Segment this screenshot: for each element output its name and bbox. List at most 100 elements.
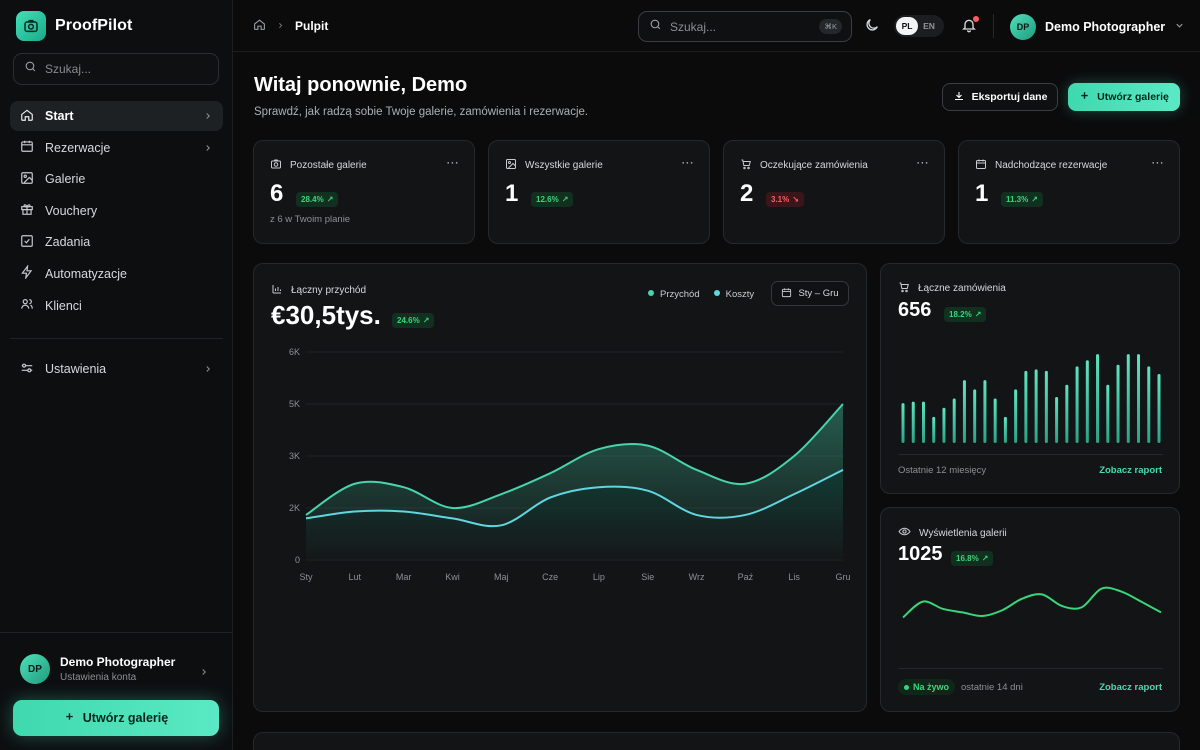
chart-header: Łączny przychód <box>271 283 366 298</box>
bolt-icon <box>20 264 34 282</box>
orders-bar <box>973 389 977 443</box>
views-divider <box>898 668 1163 669</box>
sidebar-item-vouchery[interactable]: Vouchery <box>10 196 223 226</box>
cart-icon <box>740 158 752 173</box>
more-icon[interactable]: ⋯ <box>681 155 695 170</box>
moon-icon[interactable] <box>864 17 880 38</box>
orders-bar <box>1075 366 1079 443</box>
chevron-down-icon <box>1174 18 1185 36</box>
revenue-total: €30,5tys. <box>271 300 381 330</box>
sidebar-item-start[interactable]: Start <box>10 101 223 131</box>
orders-bar <box>1055 397 1059 443</box>
gift-icon <box>20 202 34 219</box>
change-value: 18.2% <box>949 310 972 319</box>
sidebar-item-klienci[interactable]: Klienci <box>10 291 223 321</box>
orders-report-link[interactable]: Zobacz raport <box>1099 465 1162 476</box>
topbar-search[interactable]: ⌘K <box>638 11 852 42</box>
topbar-search-input[interactable] <box>670 19 810 34</box>
chevron-right-icon <box>199 664 209 682</box>
views-period: ostatnie 14 dni <box>961 681 1023 693</box>
more-icon[interactable]: ⋯ <box>446 155 460 170</box>
sidebar-nav: Start Rezerwacje Galerie Vouchery Zadani… <box>10 101 223 322</box>
orders-bar <box>983 380 987 443</box>
trend-down-icon: ↘ <box>792 195 799 204</box>
orders-bar-chart <box>901 354 1161 443</box>
views-report-link[interactable]: Zobacz raport <box>1099 682 1162 693</box>
sidebar-search[interactable] <box>13 53 219 85</box>
change-value: 3.1% <box>771 195 790 204</box>
brand[interactable]: ProofPilot <box>16 11 132 41</box>
export-data-button[interactable]: Eksportuj dane <box>942 83 1058 111</box>
stat-label: Wszystkie galerie <box>525 160 603 171</box>
orders-bar <box>1014 389 1018 443</box>
live-badge: Na żywo <box>898 679 956 695</box>
live-label: Na żywo <box>913 682 950 692</box>
x-tick-label: Cze <box>542 572 558 582</box>
stat-change-badge: 3.1% ↘ <box>766 189 804 207</box>
orders-bar <box>1034 369 1038 443</box>
legend-label: Koszty <box>725 289 755 300</box>
views-series-line <box>902 586 1162 619</box>
stat-label: Nadchodzące rezerwacje <box>995 160 1108 171</box>
language-toggle[interactable]: PL EN <box>894 15 944 37</box>
topbar: Pulpit ⌘K PL EN DP Demo Photographer <box>233 0 1200 52</box>
orders-divider <box>898 454 1163 455</box>
sidebar: ProofPilot Start Rezerwacje Galerie <box>0 0 233 750</box>
sidebar-item-zadania[interactable]: Zadania <box>10 227 223 257</box>
stat-change-badge: 12.6% ↗ <box>531 189 574 207</box>
orders-bar <box>1024 370 1028 443</box>
lang-pl[interactable]: PL <box>896 17 918 35</box>
user-menu[interactable]: DP Demo Photographer <box>1010 14 1185 40</box>
orders-bar <box>1044 370 1048 443</box>
x-tick-label: Lip <box>593 572 605 582</box>
live-dot <box>904 684 909 690</box>
sidebar-item-automatyzacje[interactable]: Automatyzacje <box>10 259 223 289</box>
revenue-chart: 0 2K 3K 5K 6K Sty Lut Mar Kwi Maj Cze Lip Sie Wrz Paź L… <box>289 347 851 582</box>
sidebar-search-input[interactable] <box>45 62 195 76</box>
stat-note: z 6 w Twoim planie <box>270 214 351 225</box>
stat-label: Oczekujące zamówienia <box>760 160 868 171</box>
stat-header: Pozostałe galerie <box>270 158 367 173</box>
chevron-right-icon <box>203 142 213 156</box>
profile-subtitle: Ustawienia konta <box>60 672 137 683</box>
calendar-icon <box>781 287 792 301</box>
x-tick-label: Lut <box>349 572 362 582</box>
page-subtitle: Sprawdź, jak radzą sobie Twoje galerie, … <box>254 106 589 118</box>
sidebar-item-rezerwacje[interactable]: Rezerwacje <box>10 133 223 163</box>
x-tick-label: Sty <box>299 572 313 582</box>
sidebar-create-gallery-button[interactable]: Utwórz galerię <box>13 700 219 736</box>
create-gallery-button[interactable]: Utwórz galerię <box>1068 83 1180 111</box>
avatar: DP <box>1010 14 1036 40</box>
page-title: Witaj ponownie, Demo <box>254 74 468 96</box>
sidebar-item-galerie[interactable]: Galerie <box>10 164 223 194</box>
stat-change-badge: 11.3% ↗ <box>1001 189 1043 207</box>
cart-icon <box>898 281 910 296</box>
chevron-right-icon <box>203 110 213 124</box>
revenue-change-badge: 24.6% ↗ <box>392 310 435 328</box>
sidebar-profile[interactable]: DP Demo Photographer Ustawienia konta <box>20 652 215 686</box>
date-range-button[interactable]: Sty – Gru <box>771 281 849 306</box>
chevron-right-icon <box>203 363 213 377</box>
create-gallery-label: Utwórz galerię <box>1097 91 1169 103</box>
orders-bar <box>1106 384 1110 443</box>
more-icon[interactable]: ⋯ <box>916 155 930 170</box>
change-value: 28.4% <box>301 195 324 204</box>
lang-en[interactable]: EN <box>923 21 935 31</box>
change-value: 16.8% <box>956 554 979 563</box>
bar-chart-icon <box>271 283 283 298</box>
trend-up-icon: ↗ <box>981 554 989 563</box>
x-tick-label: Kwi <box>445 572 460 582</box>
home-icon[interactable] <box>253 18 266 34</box>
views-header: Wyświetlenia galerii <box>898 525 1007 541</box>
more-icon[interactable]: ⋯ <box>1151 155 1165 170</box>
views-value: 1025 <box>898 543 943 565</box>
x-tick-label: Maj <box>494 572 509 582</box>
legend-item-revenue: Przychód <box>648 289 700 300</box>
orders-change-badge: 18.2% ↗ <box>944 304 987 322</box>
image-icon <box>20 171 34 188</box>
sidebar-item-ustawienia[interactable]: Ustawienia <box>10 354 223 384</box>
stat-card-upcoming-bookings: Nadchodzące rezerwacje ⋯ 1 11.3% ↗ <box>958 140 1180 244</box>
bell-icon[interactable] <box>961 17 977 38</box>
users-icon <box>20 297 34 314</box>
sidebar-item-label: Automatyzacje <box>45 266 127 281</box>
